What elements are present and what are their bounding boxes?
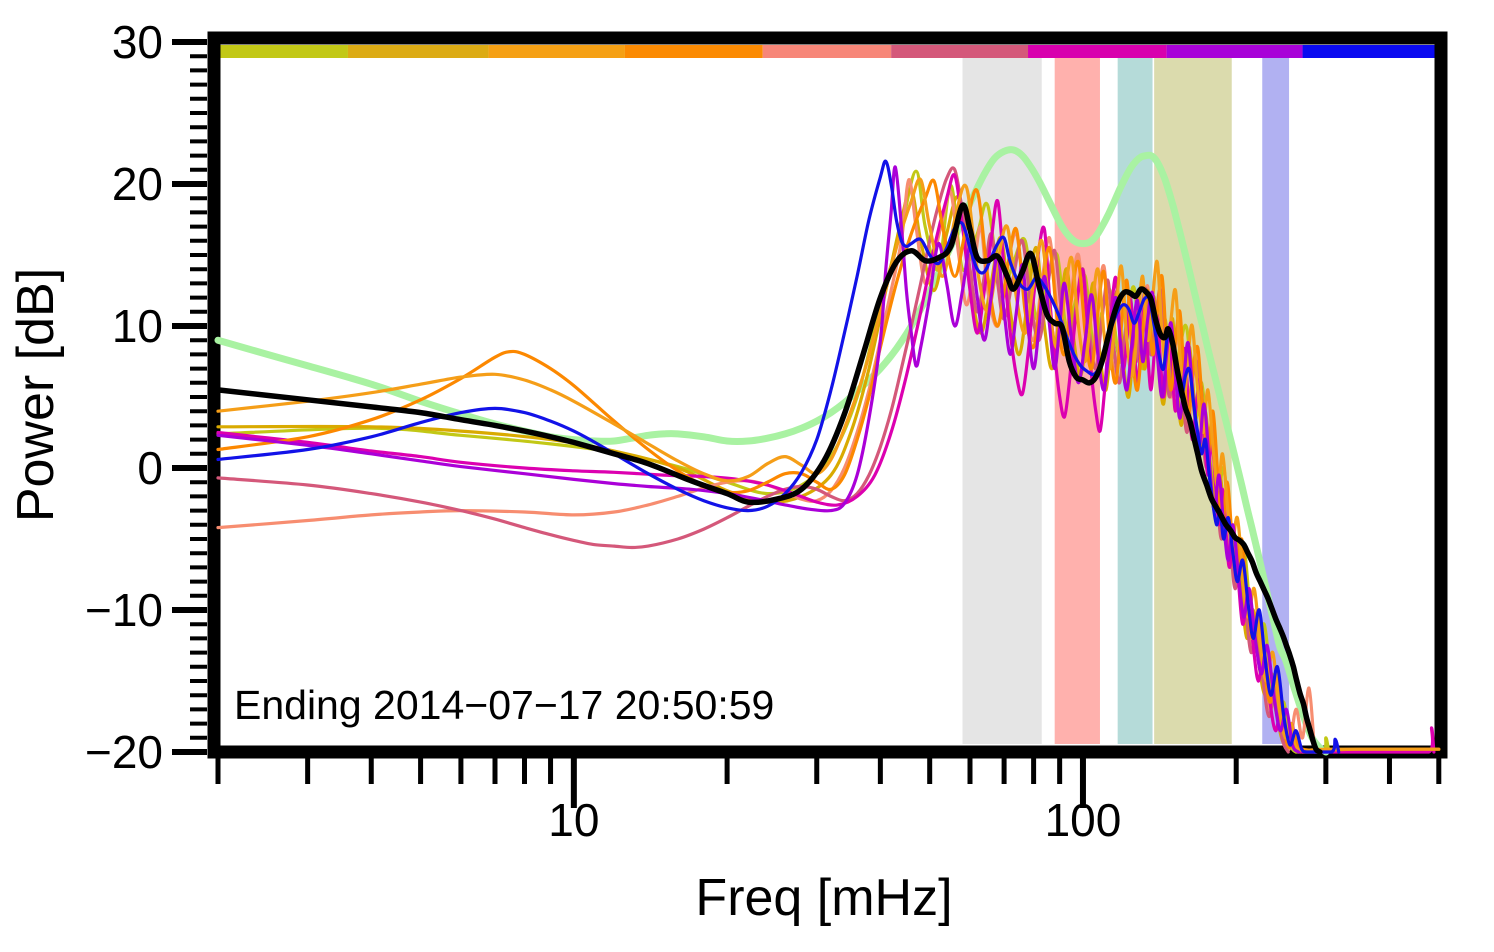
- curve-mean-black: [215, 202, 1323, 755]
- y-tick-label: 0: [137, 442, 163, 494]
- colorbar-segment-orange: [488, 45, 625, 58]
- colorbar-segment-dark-orange: [624, 45, 763, 58]
- colorbar-segment-blue: [1302, 45, 1441, 58]
- band-pink: [1054, 58, 1100, 744]
- y-tick-label: −10: [85, 584, 163, 636]
- y-tick-label: 20: [112, 158, 163, 210]
- curve-reference-green: [214, 146, 1330, 756]
- colorbar-segment-salmon: [762, 45, 892, 58]
- x-tick-label: 10: [548, 794, 599, 846]
- plot-frame: [207, 31, 1448, 759]
- colorbar-segment-magenta: [1028, 45, 1167, 58]
- colorbar-segment-yellow-green: [218, 45, 348, 58]
- band-teal: [1117, 58, 1153, 744]
- y-tick-label: 30: [112, 16, 163, 68]
- y-axis-title: Power [dB]: [7, 267, 65, 523]
- x-axis-title: Freq [mHz]: [695, 869, 953, 927]
- y-tick-label: 10: [112, 300, 163, 352]
- colorbar-segment-purple: [1166, 45, 1303, 58]
- colorbar-segment-goldenrod: [347, 45, 489, 58]
- x-tick-label: 100: [1045, 794, 1122, 846]
- y-tick-label: −20: [85, 726, 163, 778]
- band-gray: [962, 58, 1042, 744]
- colorbar-segment-rose: [891, 45, 1029, 58]
- timestamp-annotation: Ending 2014−07−17 20:50:59: [234, 682, 775, 728]
